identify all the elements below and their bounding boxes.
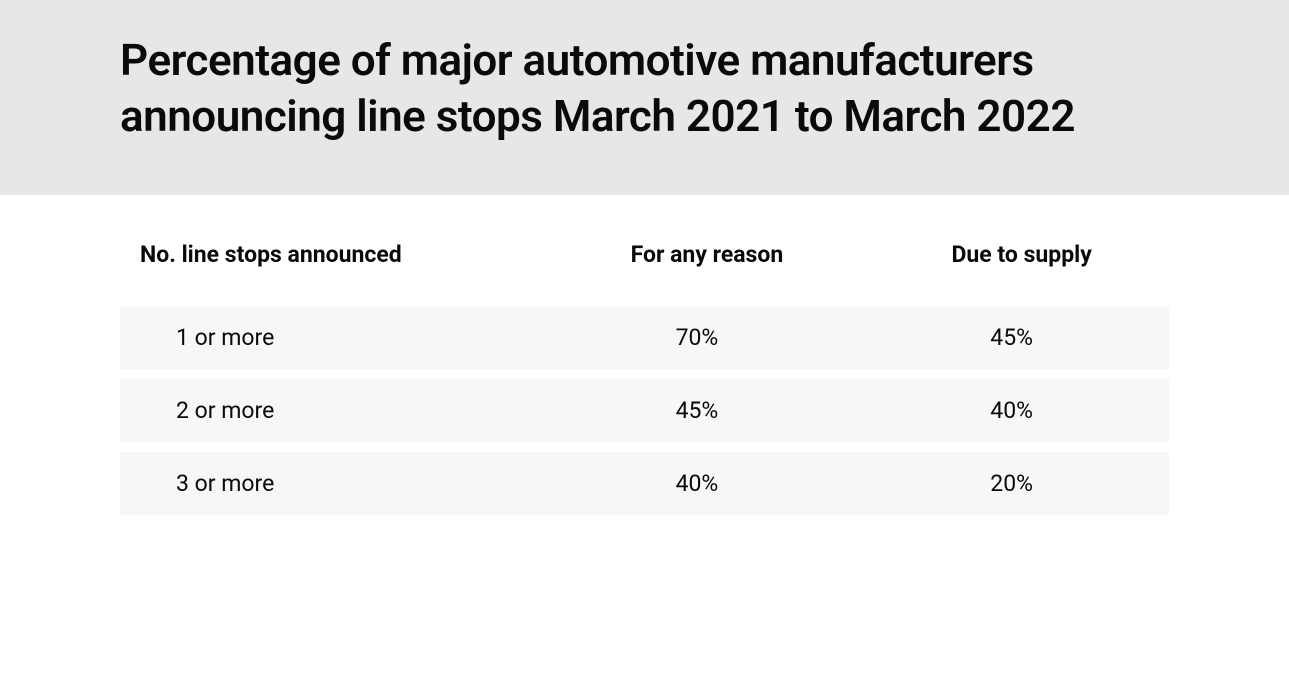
line-stops-table: No. line stops announced For any reason …	[120, 231, 1169, 525]
title-header-block: Percentage of major automotive manufactu…	[0, 0, 1289, 195]
table-header-row: No. line stops announced For any reason …	[120, 241, 1169, 296]
cell-any-reason-value: 40%	[540, 452, 855, 515]
cell-supply-value: 45%	[854, 306, 1169, 369]
cell-supply-value: 40%	[854, 379, 1169, 442]
cell-supply-value: 20%	[854, 452, 1169, 515]
cell-stops-label: 3 or more	[120, 452, 540, 515]
page-title: Percentage of major automotive manufactu…	[120, 32, 1169, 145]
table-row: 2 or more 45% 40%	[120, 379, 1169, 442]
cell-stops-label: 1 or more	[120, 306, 540, 369]
cell-stops-label: 2 or more	[120, 379, 540, 442]
col-header-stops: No. line stops announced	[120, 241, 540, 296]
col-header-any-reason: For any reason	[540, 241, 855, 296]
cell-any-reason-value: 70%	[540, 306, 855, 369]
table-row: 1 or more 70% 45%	[120, 306, 1169, 369]
table-row: 3 or more 40% 20%	[120, 452, 1169, 515]
table-container: No. line stops announced For any reason …	[0, 195, 1289, 525]
col-header-supply: Due to supply	[854, 241, 1169, 296]
cell-any-reason-value: 45%	[540, 379, 855, 442]
